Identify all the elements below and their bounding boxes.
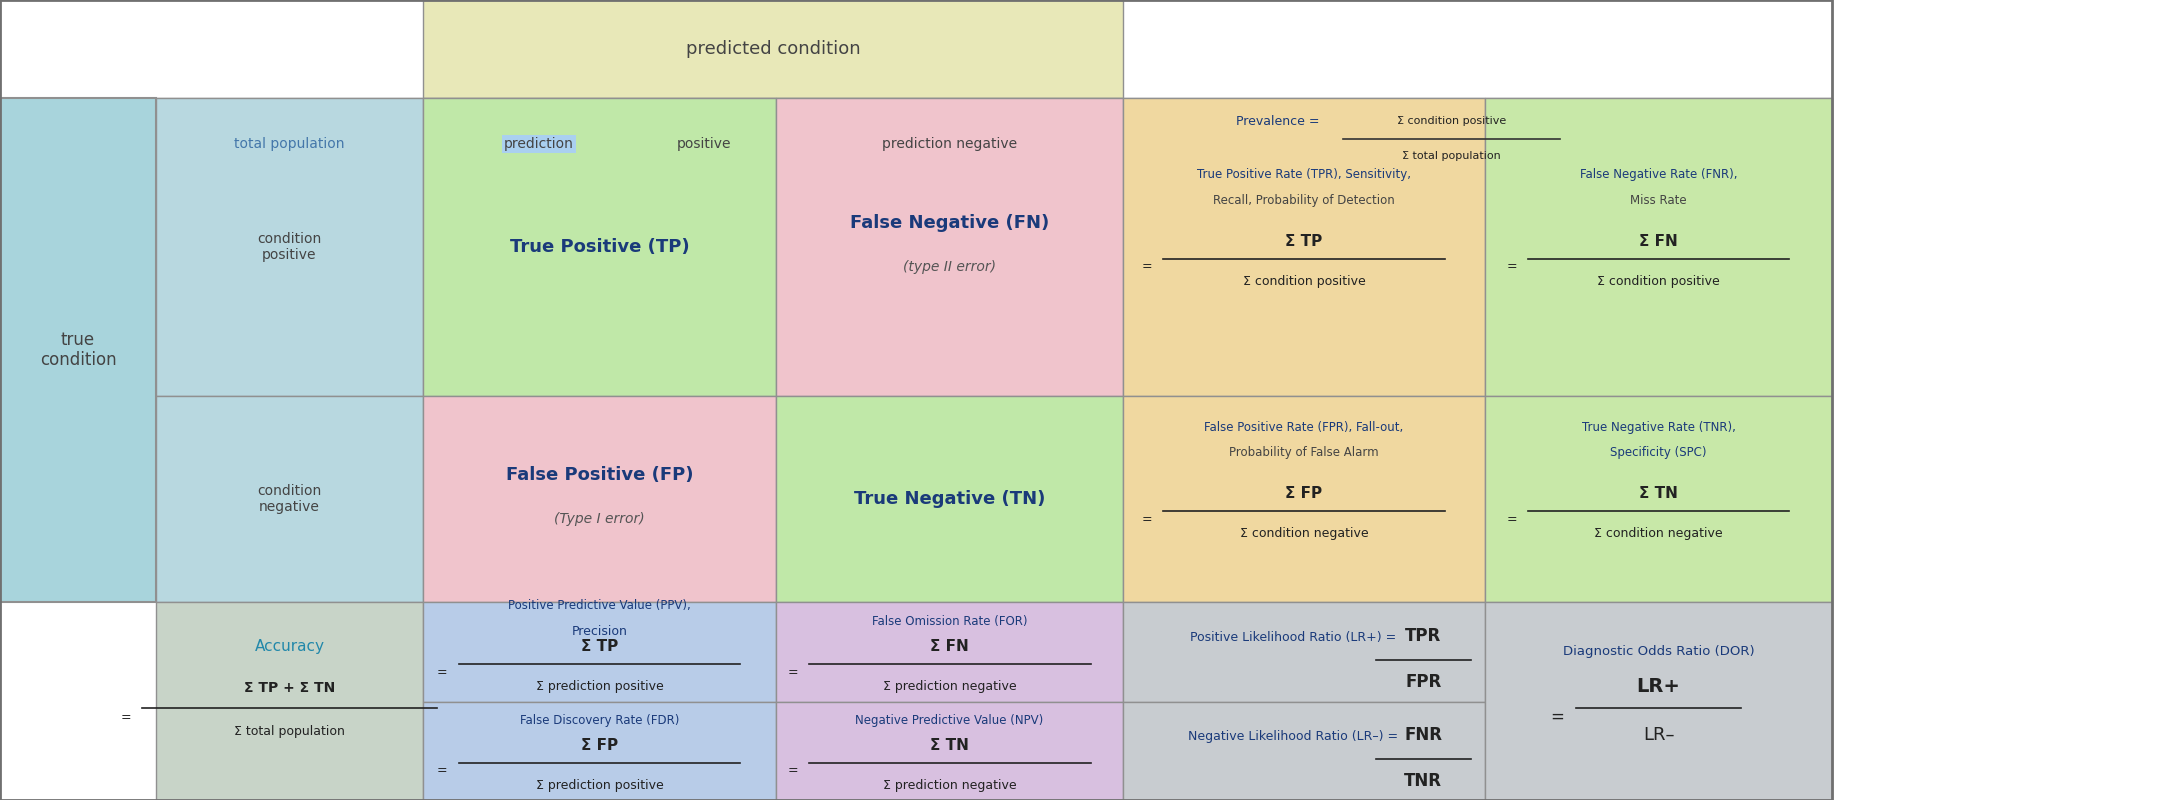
Text: False Positive (FP): False Positive (FP) (505, 466, 694, 484)
Bar (423, 702, 776, 800)
Text: False Negative Rate (FNR),: False Negative Rate (FNR), (1580, 168, 1737, 182)
Text: FNR: FNR (1405, 726, 1442, 744)
Text: Σ condition positive: Σ condition positive (1396, 116, 1507, 126)
Text: =: = (787, 666, 802, 678)
Text: Σ TP: Σ TP (1286, 234, 1322, 249)
Text: prediction negative: prediction negative (882, 137, 1017, 150)
Text: Σ FN: Σ FN (1639, 234, 1678, 249)
Bar (423, 0, 1123, 98)
Bar (1123, 702, 1485, 800)
Text: total population: total population (234, 137, 345, 150)
Bar (1485, 602, 1832, 800)
Bar (1123, 98, 1485, 396)
Text: Σ TN: Σ TN (1639, 486, 1678, 501)
Text: Accuracy: Accuracy (254, 639, 325, 654)
Text: condition
negative: condition negative (258, 484, 321, 514)
Text: True Positive (TP): True Positive (TP) (509, 238, 689, 256)
Text: False Omission Rate (FOR): False Omission Rate (FOR) (872, 615, 1028, 628)
Bar (776, 602, 1123, 702)
Text: Σ FP: Σ FP (1286, 486, 1322, 501)
Text: Σ prediction positive: Σ prediction positive (535, 680, 663, 693)
Bar (423, 396, 776, 602)
Text: predicted condition: predicted condition (685, 40, 861, 58)
Bar (423, 602, 776, 702)
Bar (1123, 602, 1485, 702)
Text: Σ prediction negative: Σ prediction negative (882, 680, 1017, 693)
Text: Prevalence =: Prevalence = (1236, 114, 1320, 128)
Text: Σ condition positive: Σ condition positive (1242, 274, 1366, 288)
Bar (1485, 98, 1832, 190)
Text: prediction: prediction (503, 137, 575, 150)
Text: True Negative (TN): True Negative (TN) (854, 490, 1045, 508)
Text: Σ FN: Σ FN (930, 639, 969, 654)
Text: True Positive Rate (TPR), Sensitivity,: True Positive Rate (TPR), Sensitivity, (1197, 168, 1411, 182)
Text: TPR: TPR (1405, 627, 1442, 645)
Bar (156, 98, 423, 190)
Bar (776, 702, 1123, 800)
Bar (156, 602, 423, 800)
Text: Precision: Precision (572, 625, 627, 638)
Bar (156, 396, 423, 602)
Text: true
condition: true condition (39, 330, 117, 370)
Text: Miss Rate: Miss Rate (1630, 194, 1687, 207)
Bar (1123, 98, 1485, 190)
Text: positive: positive (676, 137, 731, 150)
Text: False Positive Rate (FPR), Fall-out,: False Positive Rate (FPR), Fall-out, (1205, 421, 1403, 434)
Text: False Negative (FN): False Negative (FN) (850, 214, 1049, 232)
Text: =: = (1143, 513, 1158, 526)
Text: Negative Likelihood Ratio (LR–) =: Negative Likelihood Ratio (LR–) = (1188, 730, 1398, 743)
Text: Specificity (SPC): Specificity (SPC) (1611, 446, 1706, 459)
Bar (1485, 98, 1832, 396)
Text: Recall, Probability of Detection: Recall, Probability of Detection (1214, 194, 1394, 207)
Text: Σ TP: Σ TP (581, 639, 618, 654)
Bar (156, 98, 423, 396)
Text: Diagnostic Odds Ratio (DOR): Diagnostic Odds Ratio (DOR) (1563, 645, 1754, 658)
Text: =: = (1143, 260, 1158, 274)
Text: Σ TP + Σ TN: Σ TP + Σ TN (243, 682, 336, 695)
Text: Positive Predictive Value (PPV),: Positive Predictive Value (PPV), (507, 599, 692, 612)
Text: Σ prediction positive: Σ prediction positive (535, 778, 663, 792)
Text: True Negative Rate (TNR),: True Negative Rate (TNR), (1583, 421, 1734, 434)
Text: (Type I error): (Type I error) (555, 512, 644, 526)
Text: Σ TN: Σ TN (930, 738, 969, 753)
Bar (1123, 396, 1485, 602)
Text: =: = (121, 710, 134, 724)
Text: LR+: LR+ (1637, 678, 1680, 696)
Text: TNR: TNR (1405, 772, 1442, 790)
Text: =: = (1507, 513, 1522, 526)
Text: =: = (438, 666, 451, 678)
Text: =: = (438, 764, 451, 778)
Bar (423, 98, 776, 396)
Bar (0, 0, 1832, 800)
Text: Σ condition negative: Σ condition negative (1240, 527, 1368, 540)
Bar (776, 396, 1123, 602)
Bar (776, 98, 1123, 190)
Text: Σ condition negative: Σ condition negative (1593, 527, 1724, 540)
Text: =: = (787, 764, 802, 778)
Bar (776, 98, 1123, 396)
Text: Σ total population: Σ total population (234, 725, 345, 738)
Text: =: = (1550, 708, 1570, 726)
Bar (1485, 396, 1832, 602)
Text: Negative Predictive Value (NPV): Negative Predictive Value (NPV) (856, 714, 1043, 727)
Text: (type II error): (type II error) (904, 260, 995, 274)
Text: Σ total population: Σ total population (1403, 151, 1500, 162)
Text: LR–: LR– (1643, 726, 1674, 744)
Text: Σ prediction negative: Σ prediction negative (882, 778, 1017, 792)
Text: Positive Likelihood Ratio (LR+) =: Positive Likelihood Ratio (LR+) = (1190, 631, 1396, 644)
Bar (423, 98, 776, 190)
Text: condition
positive: condition positive (258, 232, 321, 262)
Text: Σ condition positive: Σ condition positive (1598, 274, 1719, 288)
Text: =: = (1507, 260, 1522, 274)
Text: FPR: FPR (1405, 674, 1442, 691)
Text: False Discovery Rate (FDR): False Discovery Rate (FDR) (520, 714, 679, 727)
Text: Σ FP: Σ FP (581, 738, 618, 753)
Bar (0, 98, 156, 602)
Text: Probability of False Alarm: Probability of False Alarm (1229, 446, 1379, 459)
